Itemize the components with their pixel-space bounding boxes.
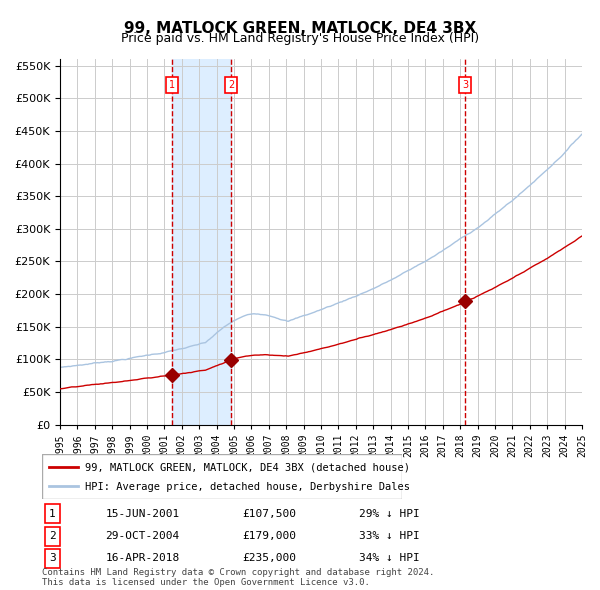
Text: 29-OCT-2004: 29-OCT-2004 xyxy=(106,531,179,541)
Text: 1: 1 xyxy=(49,509,56,519)
Text: 16-APR-2018: 16-APR-2018 xyxy=(106,553,179,563)
Text: 2: 2 xyxy=(228,80,234,90)
Text: 3: 3 xyxy=(462,80,469,90)
Text: 99, MATLOCK GREEN, MATLOCK, DE4 3BX (detached house): 99, MATLOCK GREEN, MATLOCK, DE4 3BX (det… xyxy=(85,463,410,473)
Bar xyxy=(172,59,231,425)
Text: Price paid vs. HM Land Registry's House Price Index (HPI): Price paid vs. HM Land Registry's House … xyxy=(121,32,479,45)
Text: 34% ↓ HPI: 34% ↓ HPI xyxy=(359,553,419,563)
Text: £235,000: £235,000 xyxy=(242,553,296,563)
Text: Contains HM Land Registry data © Crown copyright and database right 2024.
This d: Contains HM Land Registry data © Crown c… xyxy=(42,568,434,587)
Text: £107,500: £107,500 xyxy=(242,509,296,519)
Text: 15-JUN-2001: 15-JUN-2001 xyxy=(106,509,179,519)
Text: 29% ↓ HPI: 29% ↓ HPI xyxy=(359,509,419,519)
Text: 99, MATLOCK GREEN, MATLOCK, DE4 3BX: 99, MATLOCK GREEN, MATLOCK, DE4 3BX xyxy=(124,21,476,35)
FancyBboxPatch shape xyxy=(42,454,402,499)
Text: HPI: Average price, detached house, Derbyshire Dales: HPI: Average price, detached house, Derb… xyxy=(85,481,410,491)
Text: 2: 2 xyxy=(49,531,56,541)
Text: 1: 1 xyxy=(169,80,175,90)
Text: 33% ↓ HPI: 33% ↓ HPI xyxy=(359,531,419,541)
Text: £179,000: £179,000 xyxy=(242,531,296,541)
Text: 3: 3 xyxy=(49,553,56,563)
